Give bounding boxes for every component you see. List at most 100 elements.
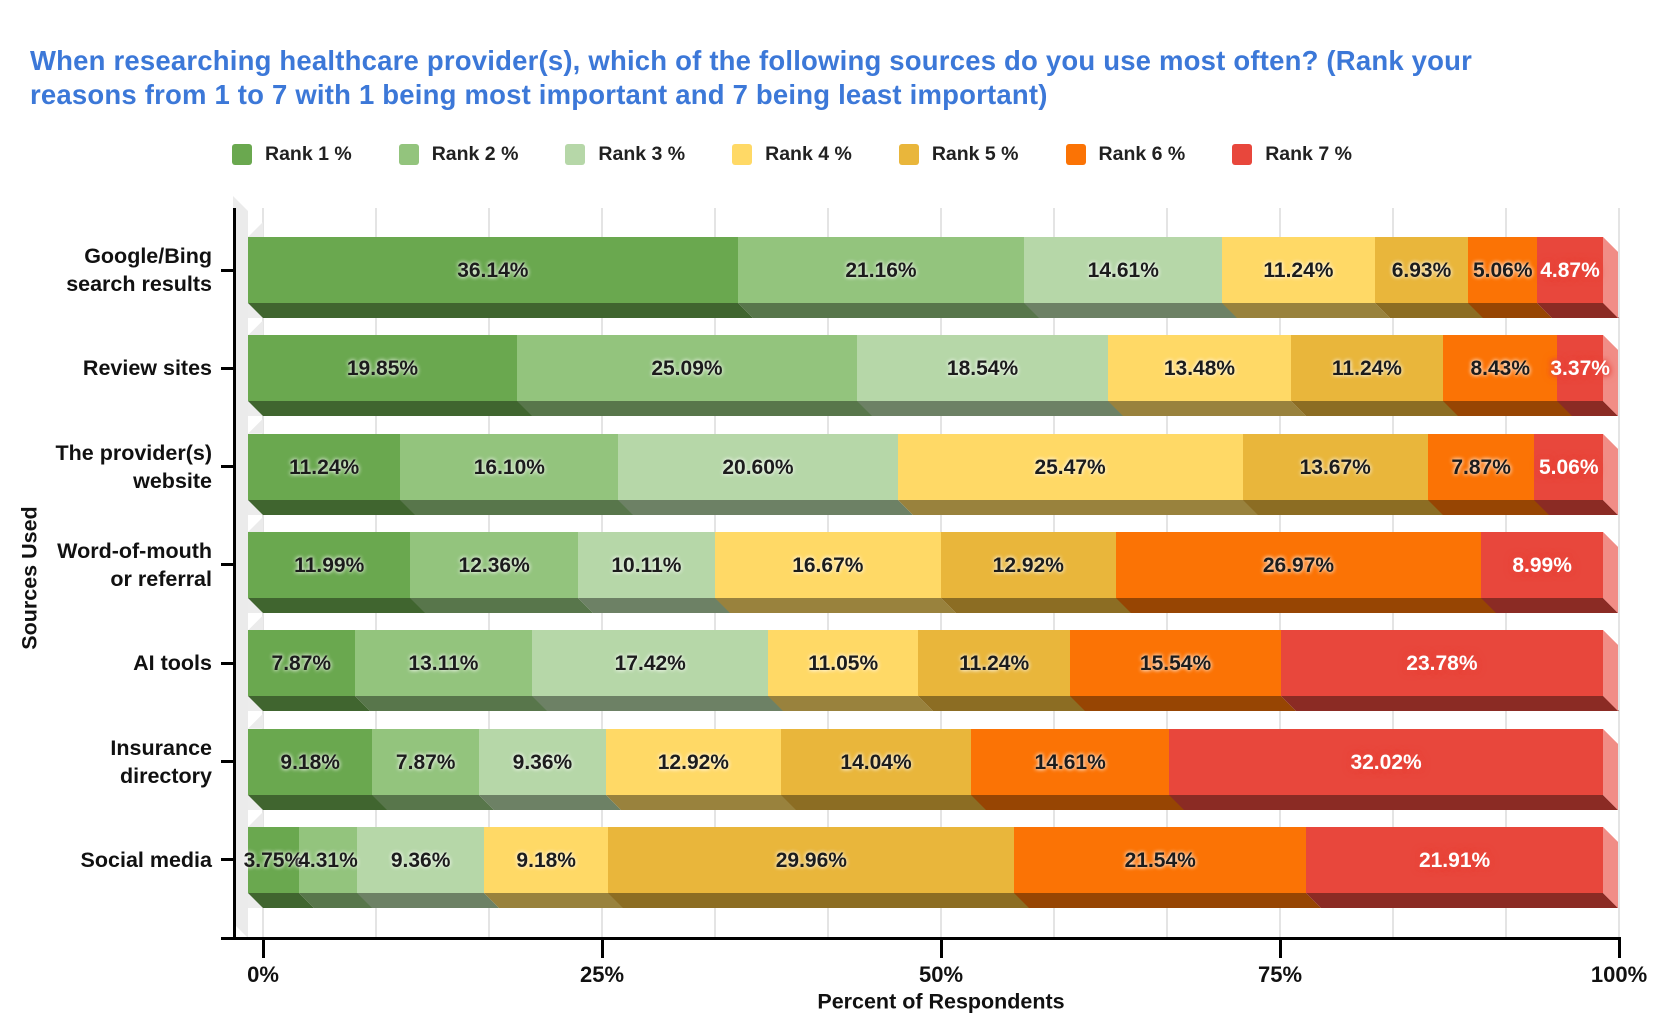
bar-segment-rank-6-[interactable]	[1427, 433, 1535, 500]
bar-segment-rank-1-[interactable]	[248, 728, 373, 795]
bar-segment-rank-3-[interactable]	[856, 335, 1109, 402]
bar-end-cap	[1603, 728, 1618, 810]
x-tick-label: 25%	[579, 962, 625, 987]
bar-segment-rank-6-[interactable]	[1014, 826, 1307, 893]
x-tick	[600, 937, 604, 958]
bar-segment-rank-5-[interactable]	[1290, 335, 1444, 402]
legend-label: Rank 5 %	[931, 143, 1019, 165]
bar-segment-rank-4-[interactable]	[1108, 335, 1292, 402]
legend-label: Rank 3 %	[598, 143, 686, 165]
bar-segment-rank-4-[interactable]	[897, 433, 1244, 500]
bar-segment-rank-2-[interactable]	[372, 728, 480, 795]
bar-segment-rank-2-[interactable]	[298, 826, 358, 893]
bar-segment-rank-2-[interactable]	[516, 335, 858, 402]
bar-segment-shadow	[856, 401, 1124, 417]
legend-item-rank-7[interactable]: Rank 7 %	[1232, 143, 1352, 166]
y-tick	[221, 563, 235, 567]
legend: Rank 1 % Rank 2 % Rank 3 % Rank 4 % Rank 5 %…	[232, 143, 1352, 166]
bar-segment-rank-6-[interactable]	[1443, 335, 1558, 402]
wall-3d-wedge	[248, 516, 263, 532]
bar-segment-rank-5-[interactable]	[917, 630, 1071, 697]
legend-item-rank-4[interactable]: Rank 4 %	[732, 143, 852, 166]
bar-segment-rank-4-[interactable]	[768, 630, 919, 697]
bar-segment-shadow	[479, 794, 622, 810]
bar-segment-shadow	[1024, 303, 1238, 318]
bar-segment-shadow	[1169, 794, 1619, 810]
bar-segment-rank-4-[interactable]	[484, 826, 609, 893]
bar-segment-shadow	[971, 794, 1185, 810]
bar-segment-rank-6-[interactable]	[1468, 237, 1538, 303]
x-axis-line	[221, 937, 1621, 940]
bar-segment-rank-5-[interactable]	[608, 826, 1015, 893]
bar-segment-rank-3-[interactable]	[479, 728, 607, 795]
bar-segment-rank-5-[interactable]	[1374, 237, 1469, 303]
bar-segment-shadow	[1115, 597, 1497, 613]
category-label-word-of-mouth: Word-of-mouth or referral	[57, 538, 212, 591]
bar-segment-rank-3-[interactable]	[1024, 237, 1223, 303]
bar-segment-rank-5-[interactable]	[780, 728, 972, 795]
bar-segment-rank-4-[interactable]	[714, 531, 942, 598]
legend-label: Rank 4 %	[765, 143, 852, 165]
y-tick	[221, 366, 235, 370]
bar-segment-rank-1-[interactable]	[248, 826, 300, 893]
bar-segment-rank-2-[interactable]	[400, 433, 619, 500]
bar-segment-rank-4-[interactable]	[605, 728, 782, 795]
wall-3d-wedge	[248, 713, 263, 729]
bar-segment-rank-6-[interactable]	[971, 728, 1170, 795]
legend-label: Rank 6 %	[1098, 143, 1186, 165]
legend-swatch-rank-4	[732, 144, 753, 165]
bar-segment-shadow	[1374, 303, 1485, 318]
bar-segment-rank-1-[interactable]	[248, 433, 401, 500]
legend-swatch-rank-3	[565, 144, 586, 165]
bar-segment-rank-3-[interactable]	[577, 531, 716, 598]
bar-segment-shadow	[248, 597, 427, 613]
legend-item-rank-2[interactable]: Rank 2 %	[398, 143, 518, 166]
bar-segment-rank-6-[interactable]	[1070, 630, 1282, 697]
bar-segment-rank-1-[interactable]	[248, 237, 739, 303]
bar-segment-rank-3-[interactable]	[618, 433, 898, 500]
bar-segment-rank-7-[interactable]	[1537, 237, 1604, 303]
bar-segment-rank-6-[interactable]	[1115, 531, 1482, 598]
bar-segment-shadow	[737, 303, 1040, 318]
x-axis-title: Percent of Respondents	[817, 989, 1065, 1014]
bar-segment-rank-1-[interactable]	[248, 531, 411, 598]
legend-item-rank-6[interactable]: Rank 6 %	[1065, 143, 1186, 166]
legend-item-rank-5[interactable]: Rank 5 %	[898, 143, 1019, 166]
legend-item-rank-1[interactable]: Rank 1 %	[232, 143, 352, 166]
legend-swatch-rank-7	[1232, 144, 1253, 165]
bar-segment-rank-4-[interactable]	[1222, 237, 1376, 303]
bar-segment-rank-2-[interactable]	[737, 237, 1025, 303]
bar-segment-shadow	[768, 696, 934, 712]
bar-segment-rank-7-[interactable]	[1306, 826, 1604, 893]
bar-segment-rank-5-[interactable]	[940, 531, 1117, 598]
bar-segment-rank-3-[interactable]	[357, 826, 485, 893]
bar-segment-shadow	[1108, 401, 1307, 417]
bar-segment-shadow	[248, 499, 416, 515]
legend-item-rank-3[interactable]: Rank 3 %	[565, 143, 685, 166]
bar-segment-shadow	[1306, 892, 1619, 908]
category-label-the-provider-s-: The provider(s) website	[55, 440, 213, 493]
bar-end-cap	[1603, 531, 1618, 613]
wall-3d-wedge	[248, 811, 263, 827]
bar-segment-rank-1-[interactable]	[248, 335, 518, 402]
x-tick-label: 75%	[1257, 962, 1303, 987]
bar-segment-shadow	[1222, 303, 1391, 318]
bar-segment-rank-7-[interactable]	[1481, 531, 1604, 598]
bar-segment-rank-3-[interactable]	[532, 630, 769, 697]
bar-segment-rank-7-[interactable]	[1557, 335, 1604, 402]
legend-swatch-rank-5	[898, 144, 919, 165]
bar-segment-rank-1-[interactable]	[248, 630, 356, 697]
bar-segment-rank-2-[interactable]	[410, 531, 579, 598]
wall-3d-wedge	[248, 222, 263, 237]
bar-segment-shadow	[917, 696, 1086, 712]
category-label-social-media: Social media	[80, 847, 212, 872]
bar-segment-rank-2-[interactable]	[354, 630, 533, 697]
bar-segment-rank-7-[interactable]	[1280, 630, 1604, 697]
bar-segment-rank-7-[interactable]	[1534, 433, 1604, 500]
bar-segment-rank-7-[interactable]	[1169, 728, 1604, 795]
bar-end-cap	[1603, 237, 1618, 318]
bar-segment-rank-5-[interactable]	[1242, 433, 1429, 500]
bar-segment-shadow	[608, 892, 1030, 908]
